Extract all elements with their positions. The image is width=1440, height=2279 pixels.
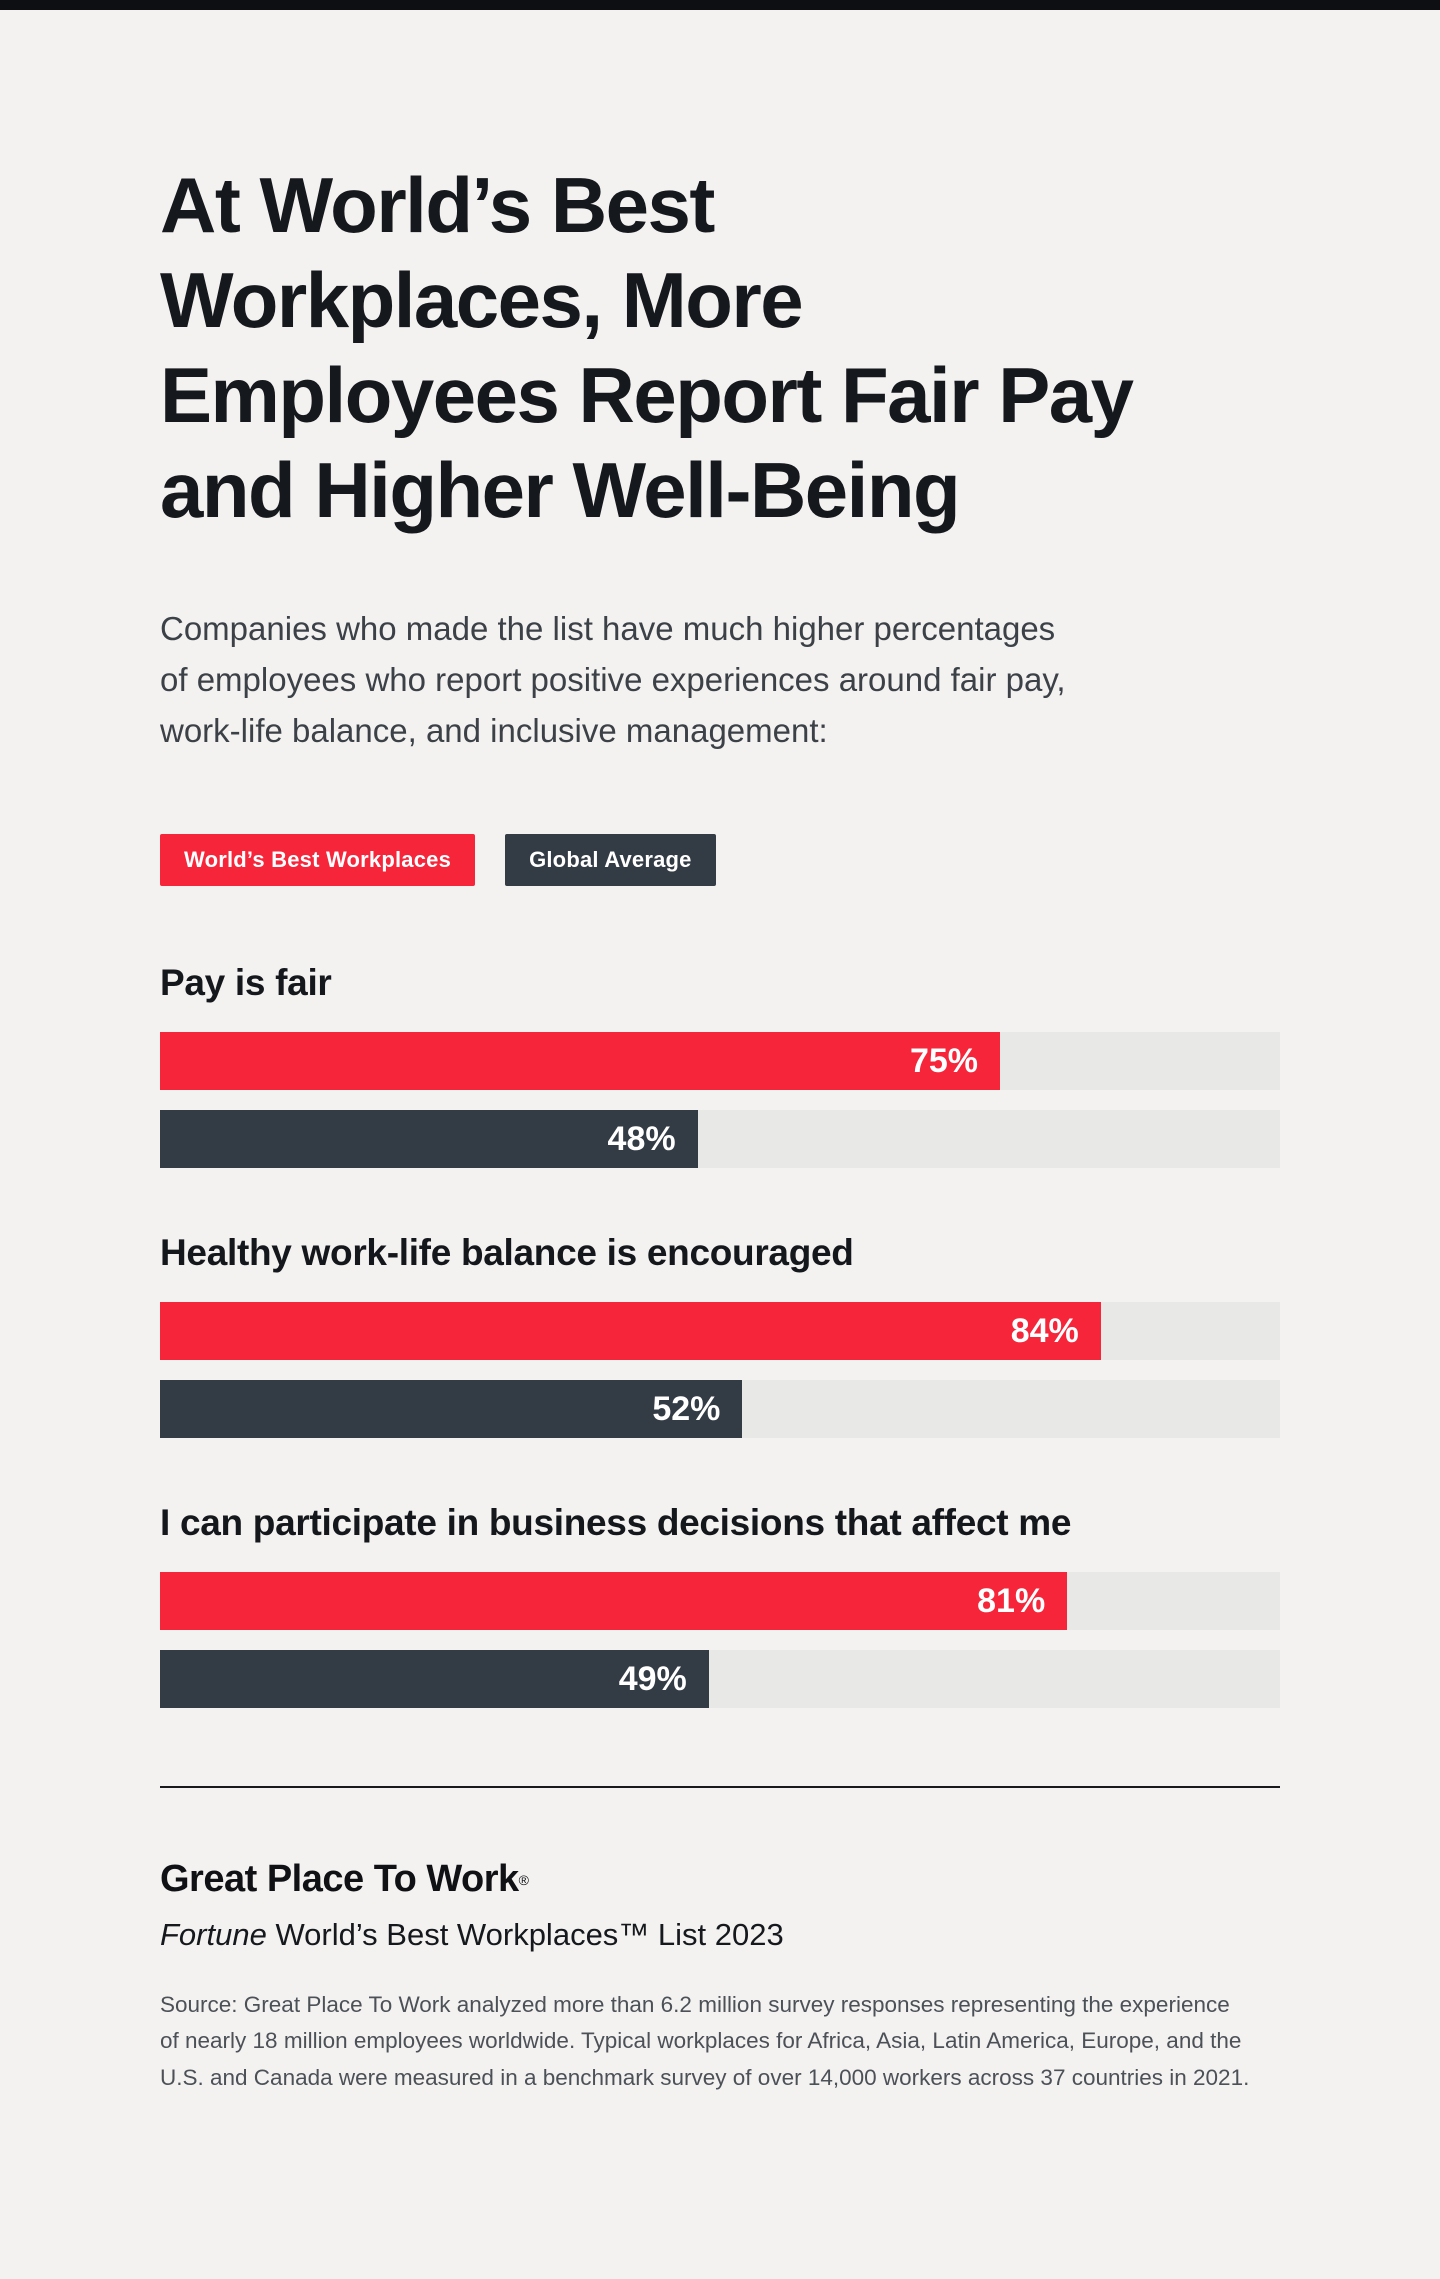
bar-track: 49% [160,1650,1280,1709]
list-title-fortune: Fortune [160,1917,267,1953]
bar-value-label: 52% [652,1389,721,1428]
infographic: At World’s Best Workplaces, More Employe… [0,10,1440,2156]
chart-group-work-life-balance: Healthy work-life balance is encouraged … [160,1232,1280,1439]
page-subtitle-line: work-life balance, and inclusive managem… [160,711,828,749]
bar-value-label: 81% [977,1581,1046,1620]
source-text: Source: Great Place To Work analyzed mor… [160,1992,1250,2090]
page-title-line: At World’s Best [160,161,715,249]
page-subtitle: Companies who made the list have much hi… [160,603,1280,756]
bar-track: 84% [160,1302,1280,1361]
bar-track: 48% [160,1110,1280,1169]
gptw-logo: Great Place To Work® [160,1858,1280,1901]
bar-global-average: 48% [160,1110,698,1169]
category-label: Healthy work-life balance is encouraged [160,1232,854,1274]
list-title-rest: World’s Best Workplaces™ List 2023 [266,1917,784,1953]
page-title: At World’s Best Workplaces, More Employe… [160,158,1280,539]
legend: World’s Best Workplaces Global Average [160,834,1280,887]
chart-group-business-decisions: I can participate in business decisions … [160,1502,1280,1709]
gptw-logo-text: Great Place To Work [160,1858,519,1901]
registered-mark: ® [518,1872,529,1889]
bar-track: 75% [160,1032,1280,1091]
bar-best-workplaces: 84% [160,1302,1101,1361]
category-label: Pay is fair [160,962,332,1004]
bar-value-label: 48% [607,1119,676,1158]
bar-best-workplaces: 81% [160,1572,1068,1631]
category-label: I can participate in business decisions … [160,1502,1072,1544]
bar-global-average: 52% [160,1380,743,1439]
bar-track: 52% [160,1380,1280,1439]
bar-value-label: 75% [909,1041,978,1080]
bar-value-label: 84% [1010,1311,1079,1350]
page-title-line: and Higher Well-Being [160,446,961,535]
top-bar [0,0,1440,10]
bar-track: 81% [160,1572,1280,1631]
chart-group-pay-is-fair: Pay is fair 75% 48% [160,962,1280,1169]
page-title-line: Workplaces, More [160,256,804,345]
list-title: Fortune World’s Best Workplaces™ List 20… [160,1917,1280,1953]
bar-best-workplaces: 75% [160,1032,1000,1091]
bar-global-average: 49% [160,1650,709,1709]
bar-value-label: 49% [618,1659,687,1698]
page-subtitle-line: of employees who report positive experie… [160,660,1066,698]
page-subtitle-line: Companies who made the list have much hi… [160,609,1056,647]
page-title-line: Employees Report Fair Pay [160,351,1134,440]
legend-item-global-average: Global Average [505,834,716,887]
legend-item-best-workplaces: World’s Best Workplaces [160,834,476,887]
divider [160,1786,1280,1789]
